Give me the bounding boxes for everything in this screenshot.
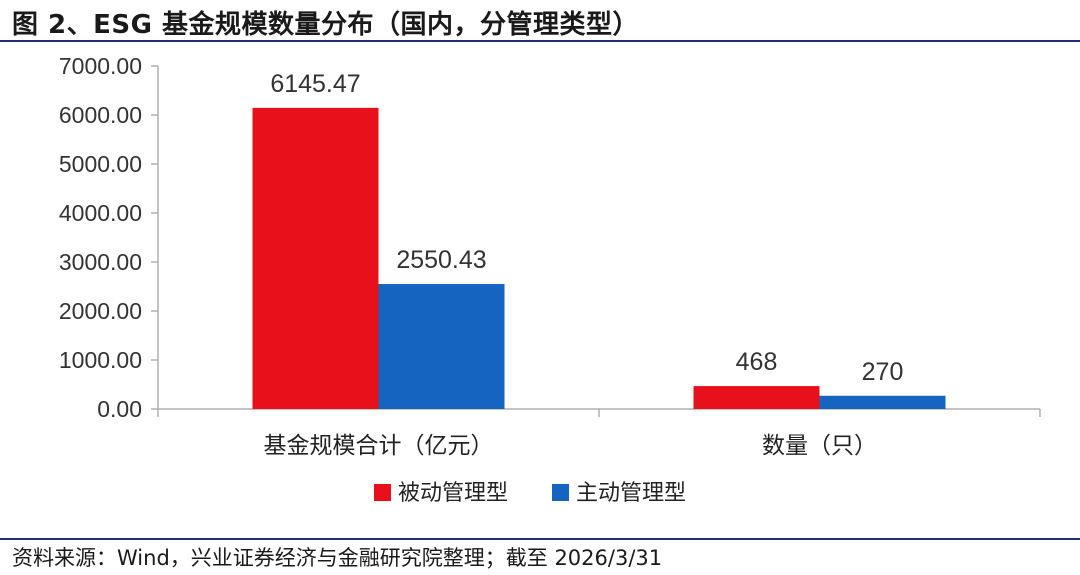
y-tick-label: 7000.00 [59,53,142,79]
x-category-label: 数量（只） [762,433,877,459]
source-rule [0,538,1080,540]
y-tick-label: 1000.00 [59,347,142,373]
y-tick-label: 0.00 [97,396,142,422]
data-label: 2550.43 [396,246,486,274]
source-note: 资料来源：Wind，兴业证券经济与金融研究院整理；截至 2026/3/31 [12,546,663,570]
y-tick-label: 6000.00 [59,102,142,128]
y-tick-label: 3000.00 [59,249,142,275]
bar [378,284,505,409]
data-label: 6145.47 [270,70,360,98]
chart-title: 图 2、ESG 基金规模数量分布（国内，分管理类型） [12,10,640,40]
legend-swatch [374,484,391,501]
x-category-label: 基金规模合计（亿元） [264,433,494,459]
title-rule [0,40,1080,42]
legend-swatch [552,484,569,501]
bar [252,107,379,409]
y-tick-label: 4000.00 [59,200,142,226]
bar-chart: 0.00 1000.00 2000.00 3000.00 4000.00 5000.00 6… [59,53,1041,506]
bar [693,386,820,409]
data-label: 270 [862,358,904,386]
legend-label: 被动管理型 [398,481,508,506]
legend-label: 主动管理型 [576,481,686,506]
bar [819,395,946,409]
y-tick-label: 2000.00 [59,298,142,324]
data-label: 468 [736,348,778,376]
y-tick-label: 5000.00 [59,151,142,177]
